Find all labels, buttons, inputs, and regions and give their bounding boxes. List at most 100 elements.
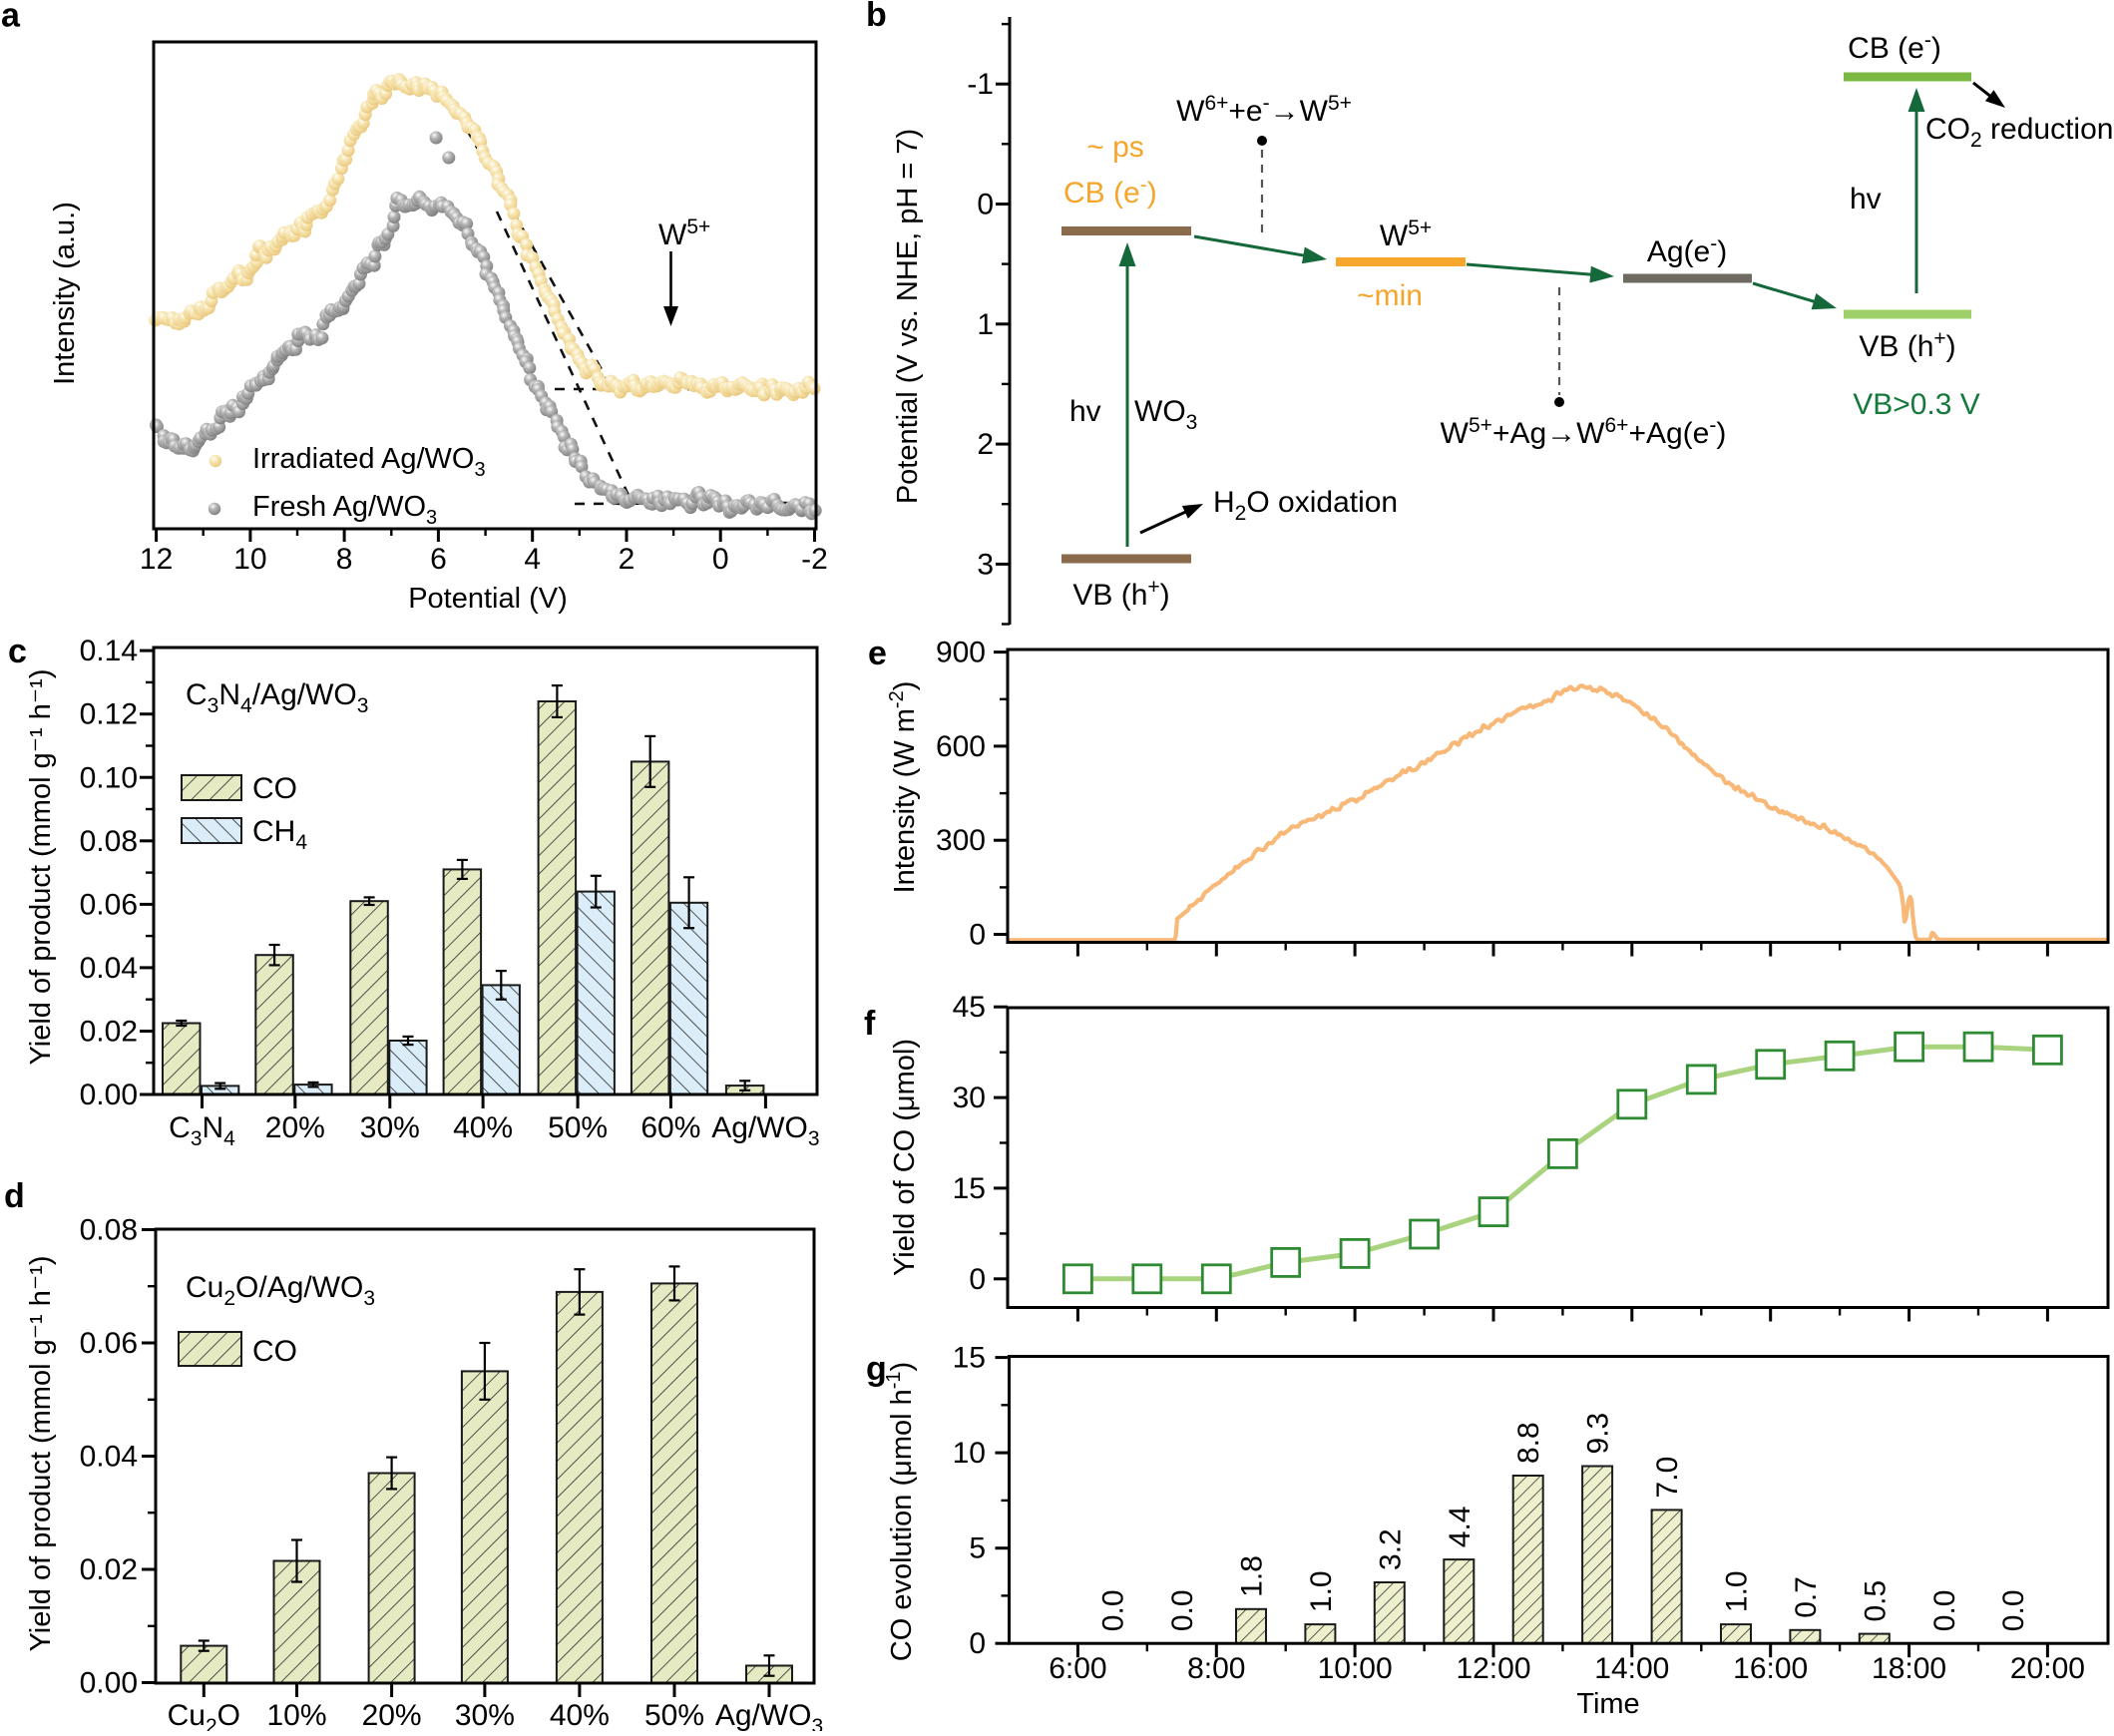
svg-text:15: 15 [953, 1342, 986, 1375]
svg-text:300: 300 [936, 824, 986, 857]
svg-text:2: 2 [619, 543, 635, 576]
svg-text:0.04: 0.04 [80, 1441, 138, 1474]
svg-text:c: c [8, 633, 27, 670]
svg-text:50%: 50% [548, 1111, 608, 1144]
svg-text:0.06: 0.06 [80, 1327, 138, 1360]
svg-text:Ag(e-): Ag(e-) [1647, 232, 1727, 268]
svg-text:15: 15 [953, 1172, 986, 1205]
svg-text:0.02: 0.02 [80, 1015, 138, 1048]
svg-text:0.04: 0.04 [80, 952, 138, 985]
svg-text:20%: 20% [362, 1699, 422, 1731]
svg-text:C3N4: C3N4 [169, 1111, 235, 1150]
svg-text:14:00: 14:00 [1594, 1652, 1669, 1685]
svg-text:0.0: 0.0 [1997, 1589, 2030, 1631]
svg-text:3: 3 [977, 548, 994, 581]
svg-text:Yield of product (mmol g⁻¹ h⁻¹: Yield of product (mmol g⁻¹ h⁻¹) [25, 669, 57, 1066]
svg-text:30%: 30% [455, 1699, 515, 1731]
svg-text:VB>0.3 V: VB>0.3 V [1853, 388, 1980, 421]
svg-text:1.0: 1.0 [1305, 1570, 1338, 1612]
svg-text:-2: -2 [801, 543, 828, 576]
svg-text:18:00: 18:00 [1872, 1652, 1946, 1685]
svg-text:Fresh Ag/WO3: Fresh Ag/WO3 [252, 491, 437, 529]
svg-text:8: 8 [336, 543, 353, 576]
svg-text:Time: Time [1576, 1688, 1639, 1720]
svg-text:600: 600 [936, 730, 986, 763]
svg-text:W5+: W5+ [658, 216, 710, 251]
svg-text:60%: 60% [640, 1111, 700, 1144]
svg-text:1.8: 1.8 [1236, 1555, 1269, 1597]
svg-text:16:00: 16:00 [1733, 1652, 1808, 1685]
svg-text:CB (e-): CB (e-) [1848, 29, 1941, 65]
svg-text:0.0: 0.0 [1097, 1589, 1130, 1631]
svg-text:30: 30 [953, 1082, 986, 1114]
svg-text:12:00: 12:00 [1456, 1652, 1530, 1685]
svg-text:a: a [1, 0, 21, 35]
svg-text:4.4: 4.4 [1444, 1506, 1477, 1547]
svg-text:WO3: WO3 [1134, 395, 1197, 434]
svg-text:0.5: 0.5 [1859, 1580, 1892, 1622]
svg-text:W5++Ag→W6++Ag(e-): W5++Ag→W6++Ag(e-) [1441, 414, 1727, 450]
svg-text:900: 900 [936, 637, 986, 669]
svg-text:0.7: 0.7 [1790, 1576, 1823, 1618]
svg-text:10: 10 [233, 543, 266, 576]
svg-text:CO2 reduction: CO2 reduction [1925, 113, 2113, 152]
svg-text:0: 0 [969, 1263, 986, 1296]
svg-text:0.08: 0.08 [80, 1214, 138, 1247]
svg-text:CO: CO [252, 1335, 297, 1368]
svg-text:4: 4 [524, 543, 541, 576]
svg-text:C3N4/Ag/WO3: C3N4/Ag/WO3 [186, 678, 368, 717]
svg-text:40%: 40% [550, 1699, 610, 1731]
svg-text:0.0: 0.0 [1166, 1589, 1199, 1631]
svg-text:d: d [4, 1177, 25, 1215]
svg-text:20:00: 20:00 [2010, 1652, 2085, 1685]
svg-text:f: f [864, 1005, 876, 1043]
svg-text:Cu2O/Ag/WO3: Cu2O/Ag/WO3 [186, 1271, 375, 1310]
svg-text:8.8: 8.8 [1512, 1422, 1545, 1464]
svg-text:0.10: 0.10 [80, 761, 138, 794]
svg-text:0.08: 0.08 [80, 825, 138, 858]
svg-text:0.14: 0.14 [80, 635, 138, 667]
svg-text:Potential (V vs. NHE, pH = 7): Potential (V vs. NHE, pH = 7) [892, 129, 924, 504]
svg-text:0: 0 [969, 1627, 986, 1660]
svg-text:2: 2 [977, 428, 994, 461]
svg-text:CB (e-): CB (e-) [1063, 174, 1157, 210]
svg-text:VB (h+): VB (h+) [1072, 576, 1169, 612]
svg-text:7.0: 7.0 [1651, 1457, 1684, 1499]
svg-text:VB (h+): VB (h+) [1859, 327, 1955, 363]
svg-text:hv: hv [1069, 395, 1101, 428]
svg-text:Intensity (W m-2): Intensity (W m-2) [886, 681, 921, 894]
svg-text:Yield of CO (μmol): Yield of CO (μmol) [889, 1039, 921, 1276]
svg-text:10: 10 [953, 1437, 986, 1470]
svg-text:hv: hv [1850, 183, 1882, 216]
svg-text:0: 0 [977, 189, 994, 221]
svg-text:6: 6 [430, 543, 447, 576]
svg-text:b: b [866, 0, 887, 34]
svg-text:0.00: 0.00 [80, 1079, 138, 1111]
svg-text:Irradiated Ag/WO3: Irradiated Ag/WO3 [252, 443, 486, 481]
svg-text:0.02: 0.02 [80, 1553, 138, 1586]
svg-text:W5+: W5+ [1380, 217, 1432, 252]
svg-text:~min: ~min [1357, 279, 1423, 312]
svg-text:Yield of product (mmol g⁻¹ h⁻¹: Yield of product (mmol g⁻¹ h⁻¹) [25, 1256, 57, 1652]
svg-text:1.0: 1.0 [1720, 1570, 1753, 1612]
svg-text:-1: -1 [967, 68, 994, 101]
svg-text:3.2: 3.2 [1374, 1528, 1407, 1570]
svg-text:45: 45 [953, 991, 986, 1024]
svg-text:H2O oxidation: H2O oxidation [1213, 486, 1398, 525]
svg-text:CH4: CH4 [252, 815, 307, 854]
svg-text:40%: 40% [453, 1111, 513, 1144]
svg-text:20%: 20% [265, 1111, 325, 1144]
svg-text:50%: 50% [644, 1699, 704, 1731]
svg-text:8:00: 8:00 [1187, 1652, 1245, 1685]
svg-text:0.06: 0.06 [80, 888, 138, 921]
svg-text:CO evolution (μmol h-1): CO evolution (μmol h-1) [883, 1362, 918, 1661]
svg-text:1: 1 [977, 308, 994, 341]
svg-text:30%: 30% [360, 1111, 420, 1144]
svg-text:5: 5 [969, 1532, 986, 1565]
svg-text:W6++e-→W5+: W6++e-→W5+ [1176, 92, 1352, 128]
svg-text:~ ps: ~ ps [1086, 131, 1144, 164]
svg-text:Intensity (a.u.): Intensity (a.u.) [49, 202, 81, 385]
svg-text:10:00: 10:00 [1318, 1652, 1393, 1685]
svg-text:Ag/WO3: Ag/WO3 [711, 1111, 819, 1150]
svg-text:g: g [866, 1350, 887, 1388]
